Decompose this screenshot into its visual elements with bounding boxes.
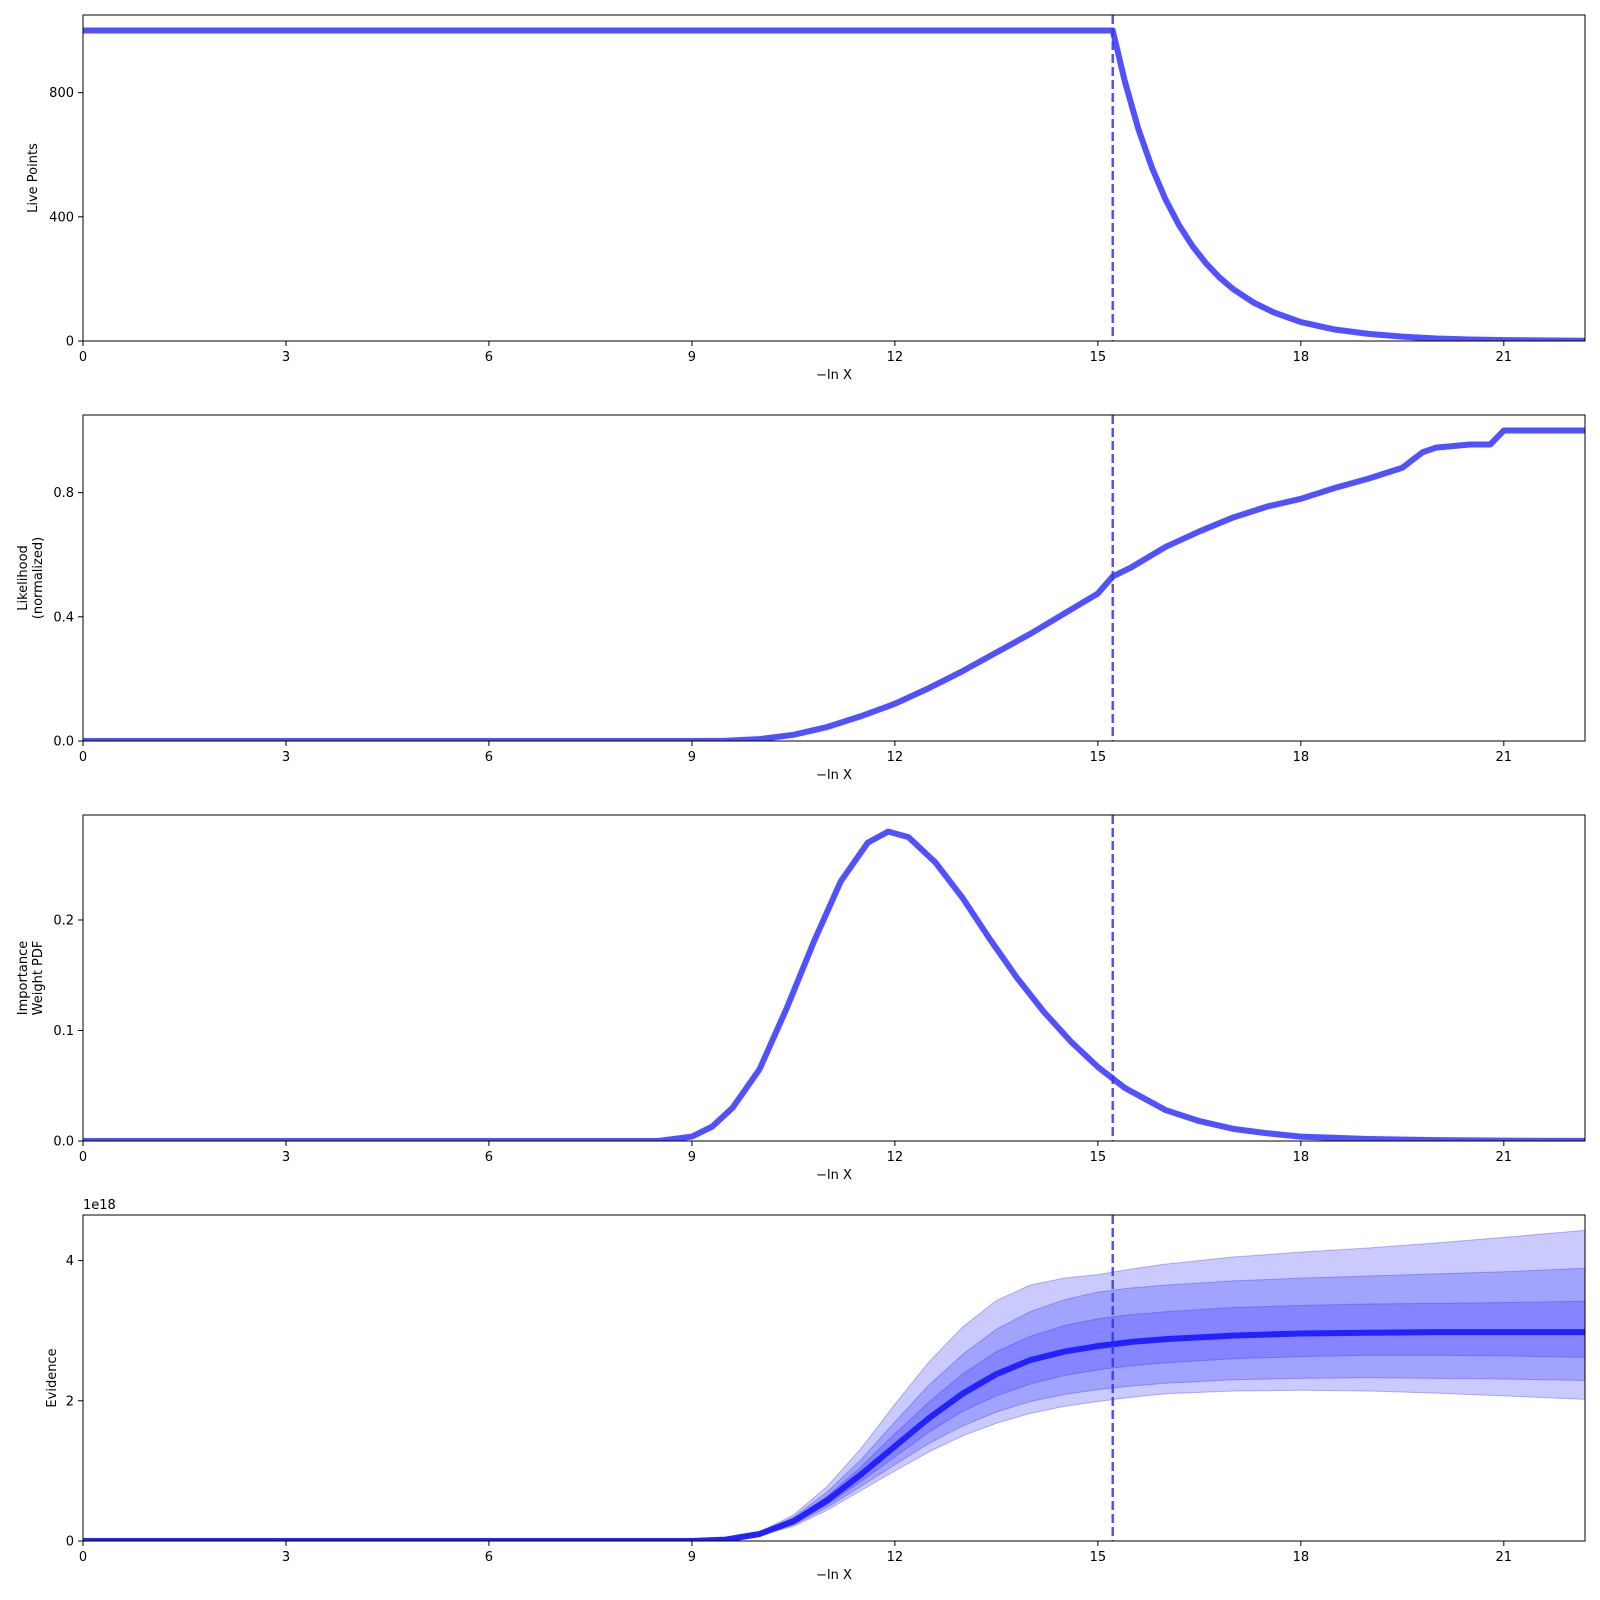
x-tick-label: 15 bbox=[1090, 350, 1107, 365]
x-tick-label: 6 bbox=[485, 350, 493, 365]
x-tick-label: 15 bbox=[1090, 750, 1107, 765]
x-tick-label: 0 bbox=[79, 1150, 87, 1165]
y-tick-label: 2 bbox=[66, 1394, 74, 1409]
y-tick-label: 0 bbox=[66, 1535, 74, 1550]
importance-weight-line bbox=[83, 828, 1585, 1141]
x-tick-label: 12 bbox=[887, 1150, 904, 1165]
y-axis-label: Likelihood bbox=[16, 545, 31, 611]
y-axis-label: Weight PDF bbox=[31, 941, 46, 1016]
x-tick-label: 0 bbox=[79, 750, 87, 765]
x-tick-label: 18 bbox=[1293, 350, 1310, 365]
y-tick-label: 0.0 bbox=[53, 1135, 74, 1150]
y-tick-label: 0 bbox=[66, 335, 74, 350]
panel-likelihood: 0 3 6 9 12 15 18 21 0.0 0.4 0.8 −ln X Likelihood (nor… bbox=[16, 414, 1586, 783]
panel-evidence: 0 3 6 9 12 15 18 21 0 2 4 −ln X Evidence 1e18 bbox=[45, 1198, 1586, 1583]
axes-frame bbox=[82, 1214, 1586, 1542]
y-tick-label: 0.2 bbox=[53, 913, 74, 928]
y-tick-label: 0.4 bbox=[53, 610, 74, 625]
y-tick-label: 0.0 bbox=[53, 735, 74, 750]
x-tick-label: 12 bbox=[887, 750, 904, 765]
x-tick-label: 21 bbox=[1496, 1150, 1513, 1165]
y-tick-label: 0.1 bbox=[53, 1024, 74, 1039]
x-tick-label: 9 bbox=[688, 350, 696, 365]
x-tick-label: 18 bbox=[1293, 750, 1310, 765]
x-tick-label: 3 bbox=[282, 350, 290, 365]
x-tick-label: 6 bbox=[485, 750, 493, 765]
plot-area bbox=[83, 427, 1585, 741]
axes-frame bbox=[82, 14, 1586, 342]
x-tick-label: 21 bbox=[1496, 1550, 1513, 1565]
y-axis-label: Live Points bbox=[26, 143, 41, 213]
y-axis-label: Evidence bbox=[45, 1348, 60, 1407]
y-axis-label: Importance bbox=[16, 941, 31, 1016]
plot-area bbox=[83, 27, 1585, 341]
likelihood-line bbox=[83, 427, 1585, 741]
live-points-line bbox=[83, 27, 1585, 341]
evidence-line bbox=[83, 1329, 1585, 1541]
x-tick-label: 21 bbox=[1496, 350, 1513, 365]
x-tick-label: 6 bbox=[485, 1150, 493, 1165]
x-axis-label: −ln X bbox=[816, 368, 852, 383]
x-tick-label: 12 bbox=[887, 350, 904, 365]
axes-frame bbox=[82, 414, 1586, 742]
panel-live-points: 0 3 6 9 12 15 18 21 0 400 800 −ln X Live Points bbox=[26, 14, 1586, 383]
x-axis-label: −ln X bbox=[816, 1568, 852, 1583]
panel-importance-weight: 0 3 6 9 12 15 18 21 0.0 0.1 0.2 −ln X Importance Weig… bbox=[16, 814, 1586, 1183]
y-tick-label: 4 bbox=[66, 1254, 74, 1269]
y-tick-label: 0.8 bbox=[53, 486, 74, 501]
x-tick-label: 18 bbox=[1293, 1150, 1310, 1165]
x-tick-label: 6 bbox=[485, 1550, 493, 1565]
x-tick-label: 21 bbox=[1496, 750, 1513, 765]
x-tick-label: 15 bbox=[1090, 1550, 1107, 1565]
x-tick-label: 15 bbox=[1090, 1150, 1107, 1165]
plot-area bbox=[83, 828, 1585, 1141]
x-tick-label: 9 bbox=[688, 750, 696, 765]
y-axis-label: (normalized) bbox=[31, 537, 46, 619]
x-tick-label: 3 bbox=[282, 750, 290, 765]
y-tick-label: 800 bbox=[49, 86, 74, 101]
axes-frame bbox=[82, 814, 1586, 1142]
x-tick-label: 0 bbox=[79, 1550, 87, 1565]
x-tick-label: 9 bbox=[688, 1550, 696, 1565]
x-axis-label: −ln X bbox=[816, 768, 852, 783]
y-tick-label: 400 bbox=[49, 210, 74, 225]
plot-area bbox=[83, 1229, 1585, 1541]
evidence-band-3 bbox=[83, 1229, 1585, 1541]
x-tick-label: 3 bbox=[282, 1150, 290, 1165]
x-tick-label: 18 bbox=[1293, 1550, 1310, 1565]
x-tick-label: 12 bbox=[887, 1550, 904, 1565]
x-tick-label: 0 bbox=[79, 350, 87, 365]
x-tick-label: 9 bbox=[688, 1150, 696, 1165]
x-tick-label: 3 bbox=[282, 1550, 290, 1565]
y-offset-label: 1e18 bbox=[83, 1198, 116, 1213]
x-axis-label: −ln X bbox=[816, 1168, 852, 1183]
